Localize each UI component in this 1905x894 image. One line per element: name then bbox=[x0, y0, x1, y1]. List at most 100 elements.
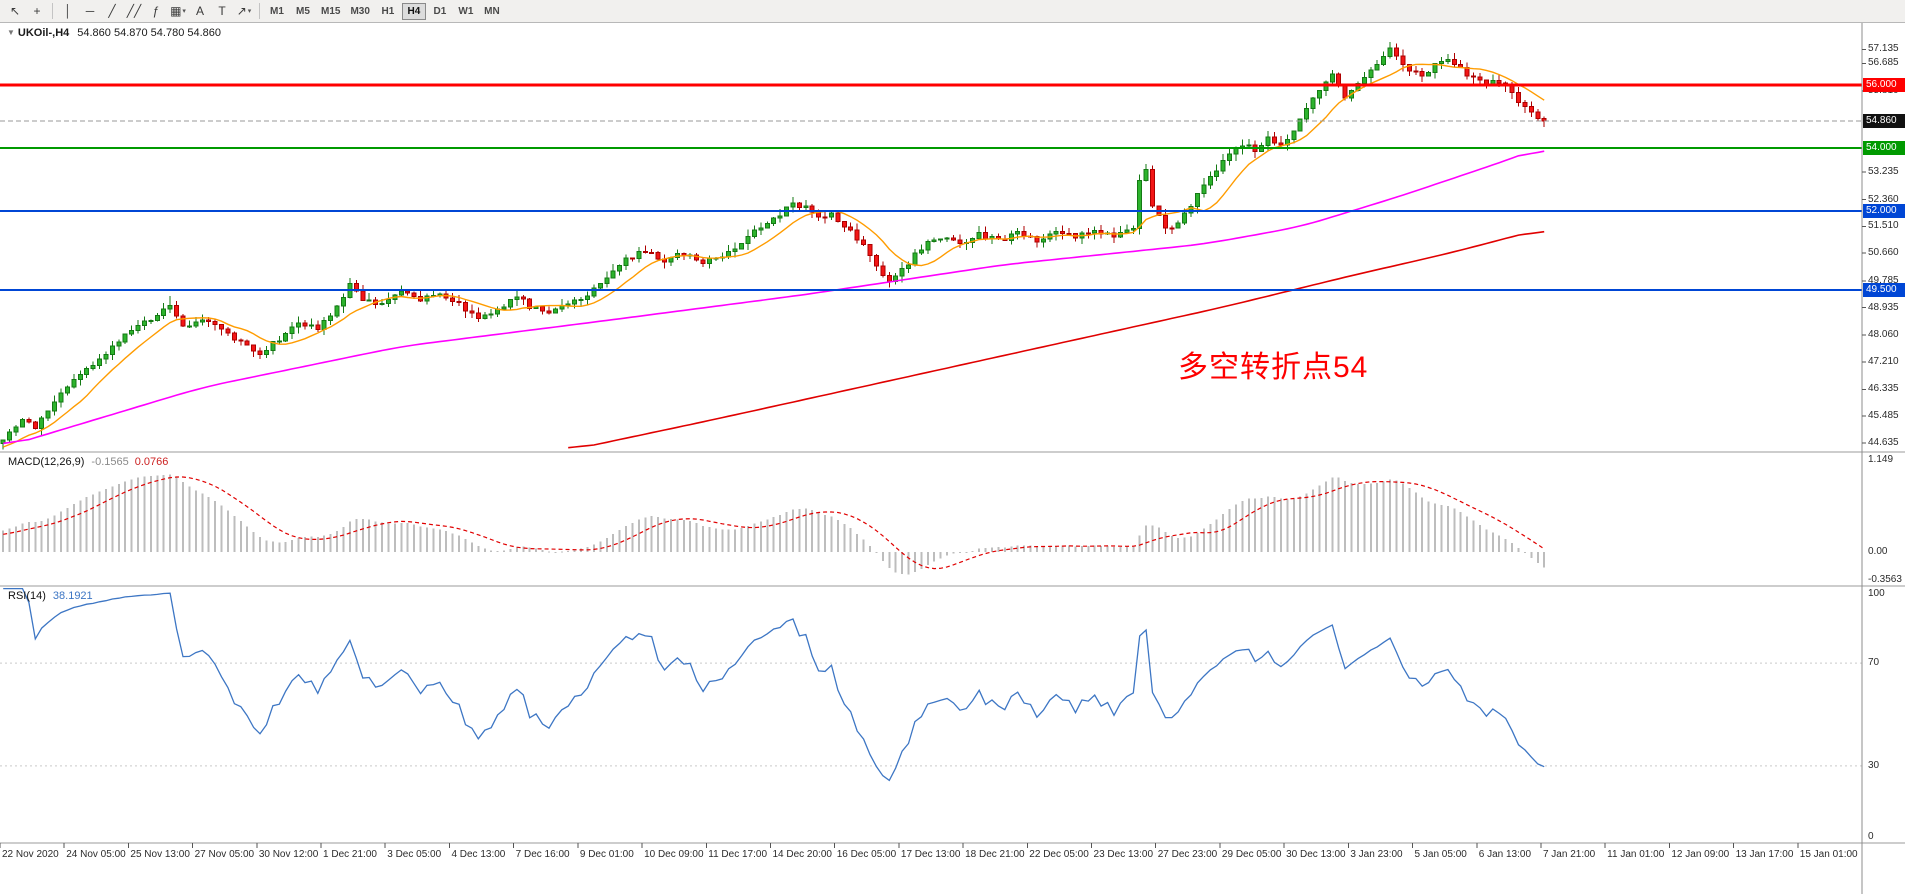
crosshair-icon: + bbox=[33, 4, 41, 18]
rsi-value: 38.1921 bbox=[52, 590, 93, 602]
timeframe-m5-button[interactable]: M5 bbox=[291, 3, 315, 20]
price-tick-label: 46.335 bbox=[1868, 383, 1899, 395]
text-icon: A bbox=[195, 4, 204, 18]
chart-symbol-period: UKOil-,H4 bbox=[17, 27, 70, 39]
rsi-line bbox=[3, 587, 1545, 782]
fibonacci-tool-button[interactable]: ƒ bbox=[145, 2, 167, 21]
price-level-badge: 52.000 bbox=[1863, 204, 1905, 219]
time-axis-label: 27 Nov 05:00 bbox=[194, 849, 255, 860]
ma-fast-line bbox=[2, 63, 1545, 448]
rsi-indicator-label: RSI(14) 38.1921 bbox=[8, 590, 93, 602]
chart-title: ▼ UKOil-,H4 54.860 54.870 54.780 54.860 bbox=[7, 27, 221, 39]
crosshair-tool-button[interactable]: + bbox=[26, 2, 48, 21]
timeframe-h1-button[interactable]: H1 bbox=[376, 3, 400, 20]
ma-slow-line bbox=[568, 230, 1545, 449]
time-axis-label: 7 Dec 16:00 bbox=[515, 849, 570, 860]
macd-signal-line bbox=[3, 476, 1545, 570]
macd-histogram bbox=[2, 474, 1546, 575]
timeframe-m30-button[interactable]: M30 bbox=[346, 3, 373, 20]
time-axis-label: 16 Dec 05:00 bbox=[836, 849, 897, 860]
timeframe-w1-button[interactable]: W1 bbox=[454, 3, 478, 20]
equidistant-channel-icon: ╱╱ bbox=[126, 4, 142, 18]
time-axis-label: 3 Dec 05:00 bbox=[387, 849, 442, 860]
text-label-icon: T bbox=[218, 4, 226, 18]
time-axis-label: 13 Jan 17:00 bbox=[1735, 849, 1794, 860]
time-axis-label: 11 Jan 01:00 bbox=[1607, 849, 1665, 860]
vertical-line-tool-button[interactable]: │ bbox=[57, 2, 79, 21]
toolbar-separator bbox=[52, 3, 53, 19]
text-tool-button[interactable]: A bbox=[189, 2, 211, 21]
shapes-icon: ▦ bbox=[170, 4, 182, 18]
price-tick-label: 49.785 bbox=[1868, 274, 1899, 286]
time-axis-label: 17 Dec 13:00 bbox=[900, 849, 961, 860]
chart-ohlc: 54.860 54.870 54.780 54.860 bbox=[77, 27, 222, 39]
time-axis-label: 25 Nov 13:00 bbox=[130, 849, 190, 860]
time-axis-label: 30 Nov 12:00 bbox=[258, 849, 319, 860]
macd-value-main: -0.1565 bbox=[91, 456, 129, 468]
macd-axis-label: -0.3563 bbox=[1868, 574, 1902, 586]
rsi-axis-label: 30 bbox=[1868, 759, 1880, 771]
price-tick-label: 48.935 bbox=[1868, 301, 1899, 313]
fibonacci-icon: ƒ bbox=[152, 4, 160, 18]
time-axis-label: 12 Jan 09:00 bbox=[1671, 849, 1730, 860]
macd-axis-label: 1.149 bbox=[1868, 454, 1894, 466]
toolbar-separator bbox=[259, 3, 260, 19]
time-axis-label: 11 Dec 17:00 bbox=[708, 849, 768, 860]
time-axis-label: 24 Nov 05:00 bbox=[66, 849, 126, 860]
timeframe-d1-button[interactable]: D1 bbox=[428, 3, 452, 20]
time-axis-label: 10 Dec 09:00 bbox=[644, 849, 704, 860]
text-label-tool-button[interactable]: T bbox=[211, 2, 233, 21]
equidistant-channel-tool-button[interactable]: ╱╱ bbox=[123, 2, 145, 21]
price-level-badge: 54.000 bbox=[1863, 141, 1905, 156]
timeframe-h4-button[interactable]: H4 bbox=[401, 2, 426, 20]
cursor-tool-button[interactable]: ↖ bbox=[4, 2, 26, 21]
time-axis-label: 5 Jan 05:00 bbox=[1414, 849, 1467, 860]
horizontal-line-icon: ─ bbox=[85, 4, 95, 18]
price-tick-label: 53.235 bbox=[1868, 166, 1899, 178]
macd-indicator-label: MACD(12,26,9) -0.1565 0.0766 bbox=[8, 456, 168, 468]
time-axis-label: 4 Dec 13:00 bbox=[451, 849, 506, 860]
pane-separators bbox=[0, 23, 1905, 894]
price-tick-label: 51.510 bbox=[1868, 220, 1899, 232]
price-level-badge: 49.500 bbox=[1863, 282, 1905, 297]
toolbar: ↖ + │ ─ ╱ ╱╱ ƒ ▦ ▾ A T ↗ ▾ M1 M5 M15 M30 H1 H4 D1 W1 MN bbox=[0, 0, 1905, 23]
chevron-down-icon: ▾ bbox=[182, 8, 186, 15]
price-tick-label: 56.685 bbox=[1868, 57, 1899, 69]
time-axis-label: 18 Dec 21:00 bbox=[965, 849, 1025, 860]
price-tick-label: 45.485 bbox=[1868, 410, 1899, 422]
timeframe-m1-button[interactable]: M1 bbox=[265, 3, 289, 20]
rsi-name: RSI(14) bbox=[8, 590, 46, 602]
time-axis-label: 3 Jan 23:00 bbox=[1350, 849, 1403, 860]
trendline-icon: ╱ bbox=[108, 4, 116, 18]
time-axis-label: 14 Dec 20:00 bbox=[772, 849, 832, 860]
rsi-axis-label: 0 bbox=[1868, 831, 1874, 842]
price-tick-label: 48.060 bbox=[1868, 329, 1899, 341]
chart-collapse-icon[interactable]: ▼ bbox=[7, 28, 15, 37]
time-axis-label: 6 Jan 13:00 bbox=[1478, 849, 1532, 860]
cursor-icon: ↖ bbox=[9, 4, 21, 18]
arrow-objects-tool-button[interactable]: ↗ ▾ bbox=[233, 2, 255, 21]
trendline-tool-button[interactable]: ╱ bbox=[101, 2, 123, 21]
price-level-badge: 56.000 bbox=[1863, 78, 1905, 93]
macd-value-signal: 0.0766 bbox=[134, 456, 169, 468]
timeframe-m15-button[interactable]: M15 bbox=[317, 3, 344, 20]
macd-axis-label: 0.00 bbox=[1868, 546, 1888, 557]
time-axis-label: 9 Dec 01:00 bbox=[579, 849, 634, 860]
price-tick-label: 57.135 bbox=[1868, 43, 1899, 55]
macd-name: MACD(12,26,9) bbox=[8, 456, 85, 468]
vertical-line-icon: │ bbox=[64, 4, 72, 18]
timeframe-mn-button[interactable]: MN bbox=[480, 3, 504, 20]
time-axis-label: 7 Jan 21:00 bbox=[1542, 849, 1596, 860]
horizontal-line-tool-button[interactable]: ─ bbox=[79, 2, 101, 21]
timeframe-toolbar: M1 M5 M15 M30 H1 H4 D1 W1 MN bbox=[264, 2, 505, 20]
rsi-axis-label: 70 bbox=[1868, 657, 1880, 669]
price-tick-label: 50.660 bbox=[1868, 247, 1899, 259]
time-axis-label: 29 Dec 05:00 bbox=[1221, 849, 1282, 860]
shapes-tool-button[interactable]: ▦ ▾ bbox=[167, 2, 189, 21]
price-tick-label: 47.210 bbox=[1868, 355, 1899, 367]
time-axis-label: 30 Dec 13:00 bbox=[1286, 849, 1346, 860]
horizontal-levels bbox=[0, 83, 1862, 291]
time-axis-label: 23 Dec 13:00 bbox=[1093, 849, 1154, 860]
